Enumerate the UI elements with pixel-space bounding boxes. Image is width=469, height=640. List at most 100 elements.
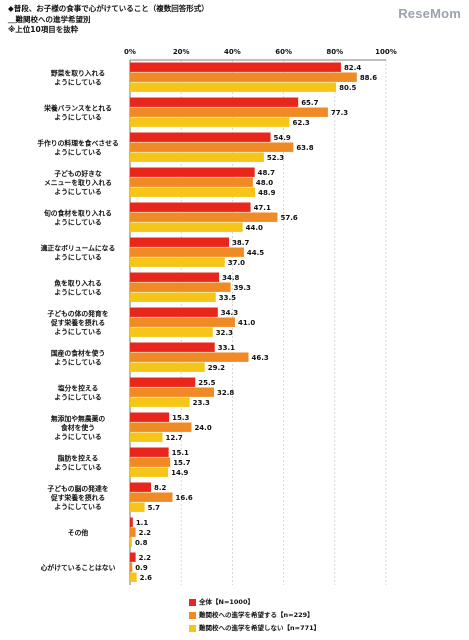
data-label: 82.4: [344, 64, 361, 72]
chart-title: ◆普段、お子様の食事で心がけていること（複数回答形式）: [8, 4, 209, 13]
data-label: 32.8: [217, 389, 234, 397]
bar: [130, 457, 171, 467]
data-label: 24.0: [194, 424, 211, 432]
bar: [130, 292, 216, 302]
chart-subtitle: ＿難関校への進学希望別: [8, 14, 91, 24]
bar: [130, 62, 341, 72]
bar: [130, 387, 214, 397]
data-label: 44.5: [247, 249, 264, 257]
data-label: 63.8: [296, 144, 313, 152]
bar: [130, 362, 205, 372]
bar: [130, 177, 253, 187]
data-label: 48.0: [256, 179, 273, 187]
data-label: 15.3: [172, 414, 189, 422]
bar: [130, 482, 151, 492]
data-label: 77.3: [331, 109, 348, 117]
data-label: 23.3: [193, 399, 210, 407]
category-label: 無添加や無農薬の食材を使うようにしている: [51, 414, 106, 441]
bar: [130, 272, 220, 282]
category-label: 旬の食材を取り入れるようにしている: [43, 209, 112, 227]
chart-note: ※上位10項目を抜粋: [8, 25, 79, 34]
data-label: 47.1: [254, 204, 271, 212]
data-label: 52.3: [267, 154, 284, 162]
legend-label-all: 全体【N=1000】: [199, 598, 254, 606]
data-label: 38.7: [232, 239, 249, 247]
legend-item-wish: 難関校への進学を希望する【n=229】: [189, 609, 320, 622]
legend-item-nowish: 難関校への進学を希望しない【n=771】: [189, 622, 320, 635]
data-label: 0.9: [135, 564, 148, 572]
data-label: 25.5: [198, 379, 215, 387]
data-label: 48.9: [258, 189, 275, 197]
bar: [130, 397, 190, 407]
bar: [130, 167, 255, 177]
category-label: 子どもの脳の発達を促す栄養を摂れるようにしている: [47, 484, 108, 511]
bar: [130, 422, 192, 432]
bar: [130, 377, 196, 387]
data-label: 2.6: [140, 574, 153, 582]
bar: [130, 187, 256, 197]
x-tick-label: 80%: [326, 48, 343, 56]
data-label: 8.2: [154, 484, 167, 492]
legend-swatch-nowish: [189, 625, 196, 632]
category-label: 手作りの料理を食べさせるようにしている: [37, 139, 119, 157]
category-label: 野菜を取り入れるようにしている: [51, 69, 105, 87]
resemom-logo: ReseMom: [398, 6, 461, 21]
bar: [130, 572, 137, 582]
data-label: 62.3: [292, 119, 309, 127]
bar: [130, 342, 215, 352]
data-label: 88.6: [360, 74, 377, 82]
legend-swatch-wish: [189, 612, 196, 619]
bar: [130, 492, 173, 502]
data-label: 48.7: [258, 169, 275, 177]
bar: [130, 247, 244, 257]
bar: [130, 432, 163, 442]
chart-legend: 全体【N=1000】 難関校への進学を希望する【n=229】 難関校への進学を希…: [189, 596, 320, 635]
x-tick-label: 100%: [375, 48, 397, 56]
category-label: 適正なボリュームになるようにしている: [41, 244, 116, 262]
chart-header: ◆普段、お子様の食事で心がけていること（複数回答形式） ＿難関校への進学希望別 …: [8, 4, 209, 36]
bar: [130, 132, 271, 142]
legend-label-nowish: 難関校への進学を希望しない【n=771】: [199, 624, 321, 632]
data-label: 29.2: [208, 364, 225, 372]
data-label: 39.3: [234, 284, 251, 292]
data-label: 34.3: [221, 309, 238, 317]
bar: [130, 527, 136, 537]
bar: [130, 222, 243, 232]
category-label: 心がけていることはない: [41, 563, 116, 572]
category-label: 子どもの体の発育を促す栄養を摂れるようにしている: [47, 309, 108, 336]
data-label: 0.8: [135, 539, 148, 547]
bar: [130, 282, 231, 292]
data-label: 33.1: [218, 344, 235, 352]
data-label: 41.0: [238, 319, 255, 327]
data-label: 2.2: [139, 529, 152, 537]
bar: [130, 327, 213, 337]
bar: [130, 562, 133, 572]
bar: [130, 72, 357, 82]
data-label: 12.7: [166, 434, 183, 442]
bar: [130, 552, 136, 562]
legend-swatch-all: [189, 599, 196, 606]
x-tick-label: 40%: [224, 48, 241, 56]
category-label: 塩分を控えるようにしている: [54, 384, 101, 402]
bar: [130, 152, 264, 162]
category-label: 子どもの好きなメニューを取り入れるようにしている: [44, 169, 112, 196]
bar: [130, 212, 278, 222]
data-label: 57.6: [280, 214, 297, 222]
x-tick-label: 0%: [124, 48, 136, 56]
x-tick-label: 60%: [275, 48, 292, 56]
bar: [130, 82, 337, 92]
x-tick-label: 20%: [173, 48, 190, 56]
category-label: 脂肪を控えるようにしている: [54, 454, 101, 472]
category-label: 魚を取り入れるようにしている: [54, 279, 102, 297]
data-label: 16.6: [175, 494, 192, 502]
bar: [130, 107, 328, 117]
bar: [130, 307, 218, 317]
data-label: 1.1: [136, 519, 149, 527]
data-label: 15.1: [172, 449, 189, 457]
category-label: 国産の食材を使うようにしている: [51, 349, 105, 367]
legend-label-wish: 難関校への進学を希望する【n=229】: [199, 611, 314, 619]
data-label: 54.9: [274, 134, 291, 142]
bar: [130, 352, 249, 362]
data-label: 5.7: [148, 504, 161, 512]
